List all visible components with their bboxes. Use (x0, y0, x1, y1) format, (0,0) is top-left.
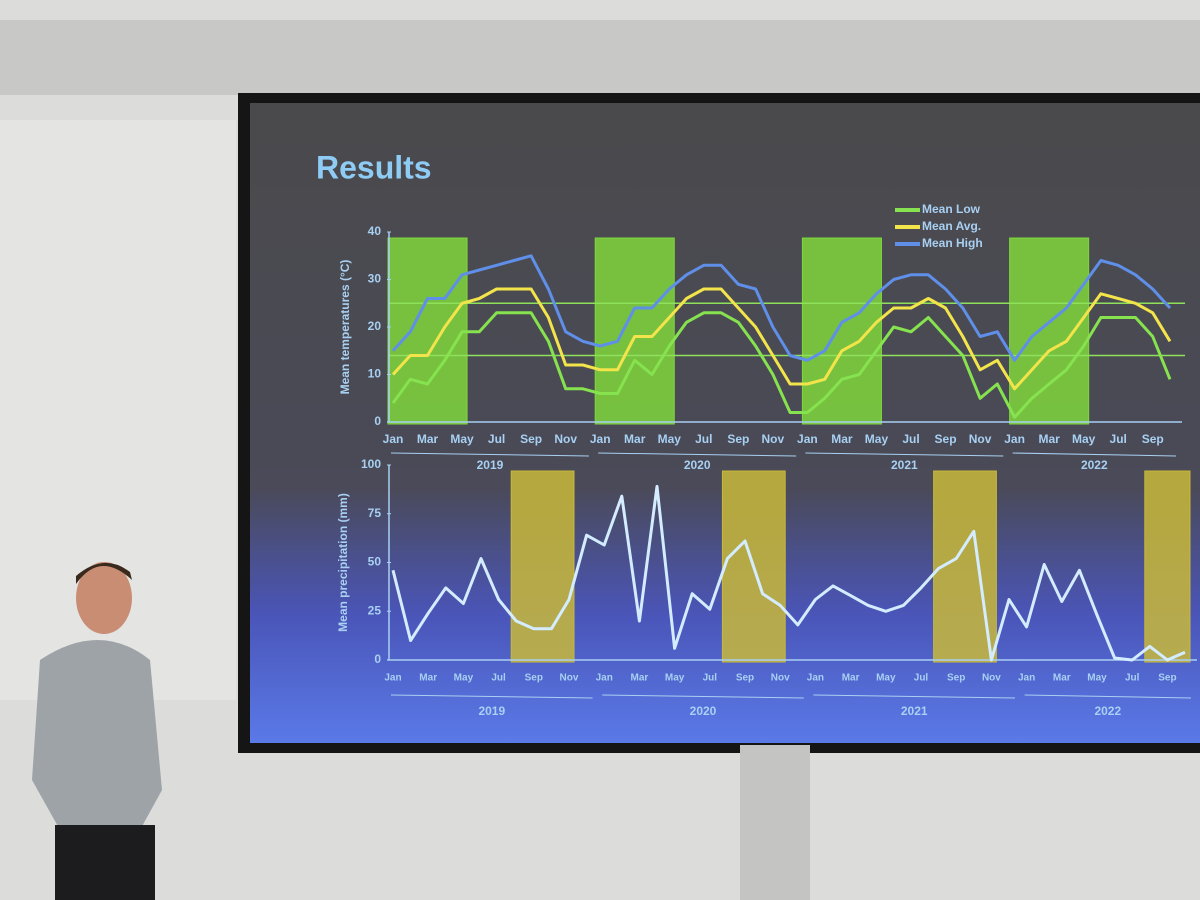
x-tick-label: Jul (1110, 432, 1127, 446)
year-label: 2022 (1081, 458, 1108, 472)
x-tick-label: May (1072, 432, 1096, 446)
x-tick-label: Sep (525, 673, 543, 684)
year-label: 2020 (690, 704, 717, 718)
y-tick-label: 20 (368, 319, 382, 333)
season-band (510, 470, 575, 663)
y-tick-label: 100 (361, 457, 381, 471)
x-tick-label: Nov (982, 673, 1001, 684)
x-tick-label: Sep (947, 673, 965, 684)
x-tick-label: Sep (1158, 673, 1176, 684)
x-tick-label: May (454, 673, 474, 684)
year-bracket (598, 452, 797, 457)
year-bracket (1012, 452, 1177, 457)
year-label: 2019 (477, 458, 504, 472)
series-line (391, 311, 1172, 419)
x-tick-label: May (1087, 673, 1107, 684)
year-bracket (805, 452, 1004, 457)
x-tick-label: May (658, 432, 682, 446)
x-tick-label: Sep (935, 432, 957, 446)
y-tick-label: 50 (368, 555, 382, 569)
x-tick-label: Sep (520, 432, 542, 446)
series-line (391, 484, 1186, 662)
year-label: 2019 (478, 704, 505, 718)
year-bracket (390, 452, 589, 457)
y-tick-label: 0 (374, 414, 381, 428)
soffit (0, 20, 1200, 95)
y-axis-label: Mean temperatures (°C) (338, 260, 352, 395)
x-tick-label: Nov (560, 673, 579, 684)
x-tick-label: Nov (554, 432, 577, 446)
presenter (32, 562, 162, 900)
x-tick-label: Jul (491, 673, 506, 684)
x-tick-label: Mar (419, 673, 437, 684)
x-tick-label: Jan (807, 673, 824, 684)
year-label: 2021 (901, 704, 928, 718)
series-line (391, 287, 1172, 391)
x-tick-label: Jul (902, 432, 919, 446)
year-bracket (602, 694, 804, 699)
year-bracket (1024, 694, 1192, 699)
x-tick-label: Jan (596, 673, 613, 684)
x-tick-label: Jan (384, 673, 401, 684)
season-band (594, 237, 675, 425)
season-band (1009, 237, 1090, 425)
x-tick-label: May (876, 673, 896, 684)
x-tick-label: Nov (969, 432, 992, 446)
x-tick-label: Sep (1142, 432, 1164, 446)
season-band (1144, 470, 1191, 663)
x-tick-label: Jul (703, 673, 718, 684)
x-tick-label: Jan (383, 432, 404, 446)
y-tick-label: 30 (368, 272, 382, 286)
y-tick-label: 75 (368, 506, 382, 520)
x-tick-label: Jan (1004, 432, 1025, 446)
y-tick-label: 40 (368, 224, 382, 238)
series-line (391, 254, 1172, 362)
slide-title: Results (316, 149, 432, 185)
x-tick-label: Jan (797, 432, 818, 446)
y-tick-label: 25 (368, 603, 382, 617)
year-label: 2020 (684, 458, 711, 472)
legend-label: Mean Low (922, 202, 981, 216)
x-tick-label: Jul (914, 673, 929, 684)
year-bracket (390, 694, 593, 699)
x-tick-label: Jul (1125, 673, 1140, 684)
x-tick-label: Sep (736, 673, 754, 684)
x-tick-label: Jul (488, 432, 505, 446)
x-tick-label: Mar (417, 432, 439, 446)
y-tick-label: 0 (374, 652, 381, 666)
x-tick-label: May (450, 432, 474, 446)
x-tick-label: Mar (624, 432, 646, 446)
x-tick-label: Mar (1038, 432, 1060, 446)
x-tick-label: Nov (771, 673, 790, 684)
x-tick-label: May (865, 432, 889, 446)
x-tick-label: Sep (727, 432, 749, 446)
year-bracket (813, 694, 1016, 699)
x-tick-label: Mar (831, 432, 853, 446)
x-tick-label: May (665, 673, 685, 684)
x-tick-label: Mar (1053, 673, 1071, 684)
year-label: 2021 (891, 458, 918, 472)
year-label: 2022 (1094, 704, 1121, 718)
x-tick-label: Jan (1018, 673, 1035, 684)
x-tick-label: Jan (590, 432, 611, 446)
x-tick-label: Mar (842, 673, 860, 684)
legend-label: Mean High (922, 236, 983, 250)
x-tick-label: Nov (762, 432, 785, 446)
x-tick-label: Jul (695, 432, 712, 446)
legend-label: Mean Avg. (922, 219, 981, 233)
x-tick-label: Mar (631, 673, 649, 684)
pillar (740, 745, 810, 900)
y-tick-label: 10 (368, 367, 382, 381)
y-axis-label: Mean precipitation (mm) (336, 493, 350, 632)
